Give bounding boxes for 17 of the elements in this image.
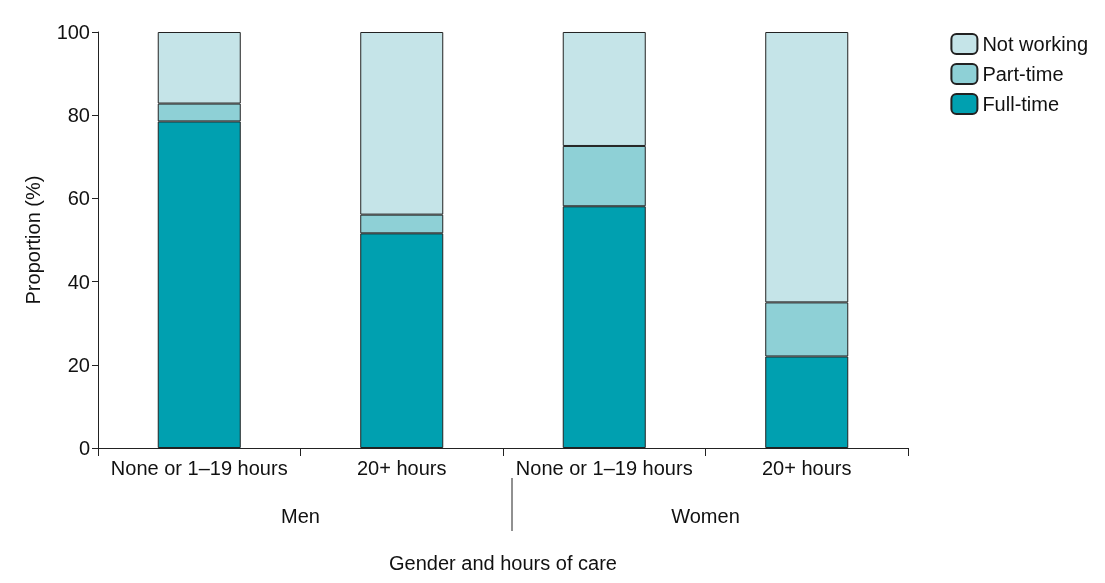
text: Women bbox=[671, 505, 740, 527]
y-axis-title: Proportion (%) bbox=[22, 175, 44, 305]
y-tick-label: 0 bbox=[78, 437, 90, 459]
y-tick-label: 40 bbox=[67, 270, 90, 293]
y-tick-label: 100 bbox=[56, 21, 90, 43]
x-tick-label: 20+ hours bbox=[356, 457, 447, 479]
y-tick-label: 80 bbox=[67, 104, 90, 127]
y-tick-label: 60 bbox=[67, 187, 90, 210]
legend-label: Full-time bbox=[982, 93, 1060, 115]
text: Men bbox=[281, 505, 320, 527]
y-tick-label: 20 bbox=[67, 353, 90, 376]
legend-label: Part-time bbox=[982, 63, 1064, 85]
x-tick-label: None or 1–19 hours bbox=[515, 457, 693, 479]
x-tick-label: None or 1–19 hours bbox=[110, 457, 288, 479]
x-axis-title: Gender and hours of care bbox=[389, 552, 617, 574]
x-tick-label: 20+ hours bbox=[761, 457, 852, 479]
legend-label: Not working bbox=[982, 33, 1089, 55]
